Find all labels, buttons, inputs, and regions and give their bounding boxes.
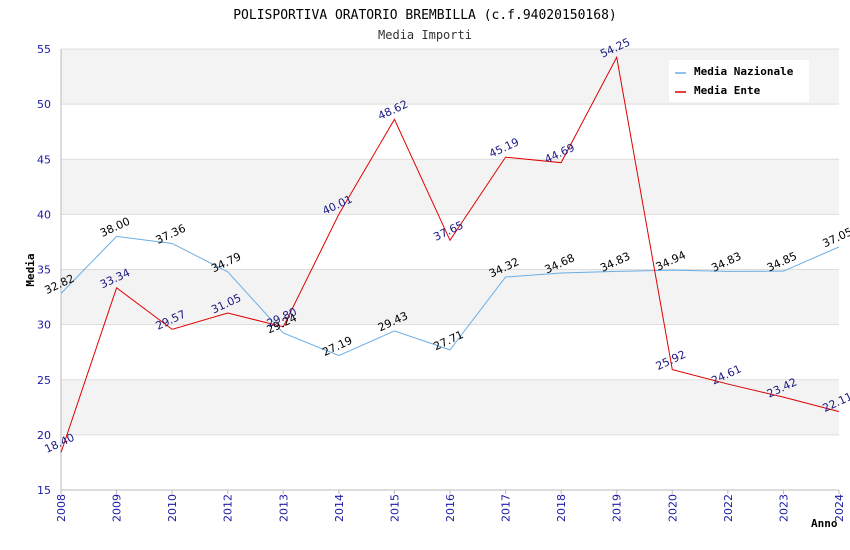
x-tick-label: 2015 [388,494,401,522]
x-tick-label: 2022 [722,494,735,522]
data-label: 38.00 [98,215,132,240]
x-tick-label: 2010 [166,494,179,522]
legend: Media Nazionale Media Ente [669,60,809,102]
background-band [61,159,839,215]
x-tick-label: 2020 [666,494,679,522]
x-tick-label: 2019 [611,494,624,522]
x-axis-label: Anno [811,517,838,530]
x-tick-label: 2014 [333,494,346,522]
y-tick-label: 40 [37,208,51,221]
y-tick-label: 30 [37,319,51,332]
data-label: 45.19 [487,135,521,160]
legend-box [669,60,809,102]
chart-subtitle: Media Importi [378,28,472,42]
x-tick-labels: 2008 2009 2010 2012 2013 2014 2015 2016 2017 2018… [55,494,846,522]
legend-label-media-ente: Media Ente [694,84,761,97]
series-line-1 [60,55,840,453]
y-tick-label: 20 [37,429,51,442]
x-tick-label: 2016 [444,494,457,522]
background-band [61,379,839,435]
series-lines [60,55,840,453]
y-tick-label: 45 [37,153,51,166]
data-label: 25.92 [654,348,688,373]
y-tick-label: 15 [37,484,51,497]
legend-label-media-nazionale: Media Nazionale [694,65,794,78]
chart-title: POLISPORTIVA ORATORIO BREMBILLA (c.f.940… [233,8,617,23]
y-tick-label: 35 [37,264,51,277]
x-tick-label: 2013 [277,494,290,522]
y-tick-labels: 15 20 25 30 35 40 45 50 55 [37,43,51,497]
x-tick-label: 2017 [500,494,513,522]
data-label: 37.65 [431,219,465,244]
axes [60,49,840,494]
series-line-0 [60,235,840,357]
x-tick-label: 2008 [55,494,68,522]
y-tick-label: 55 [37,43,51,56]
y-tick-label: 25 [37,374,51,387]
background-band [61,269,839,325]
y-tick-label: 50 [37,98,51,111]
data-label: 37.05 [820,225,850,250]
x-tick-label: 2023 [777,494,790,522]
x-tick-label: 2024 [833,494,846,522]
background-bands [61,49,839,435]
x-tick-label: 2009 [111,494,124,522]
y-axis-label: Media [24,253,37,286]
x-tick-label: 2018 [555,494,568,522]
x-tick-label: 2012 [222,494,235,522]
